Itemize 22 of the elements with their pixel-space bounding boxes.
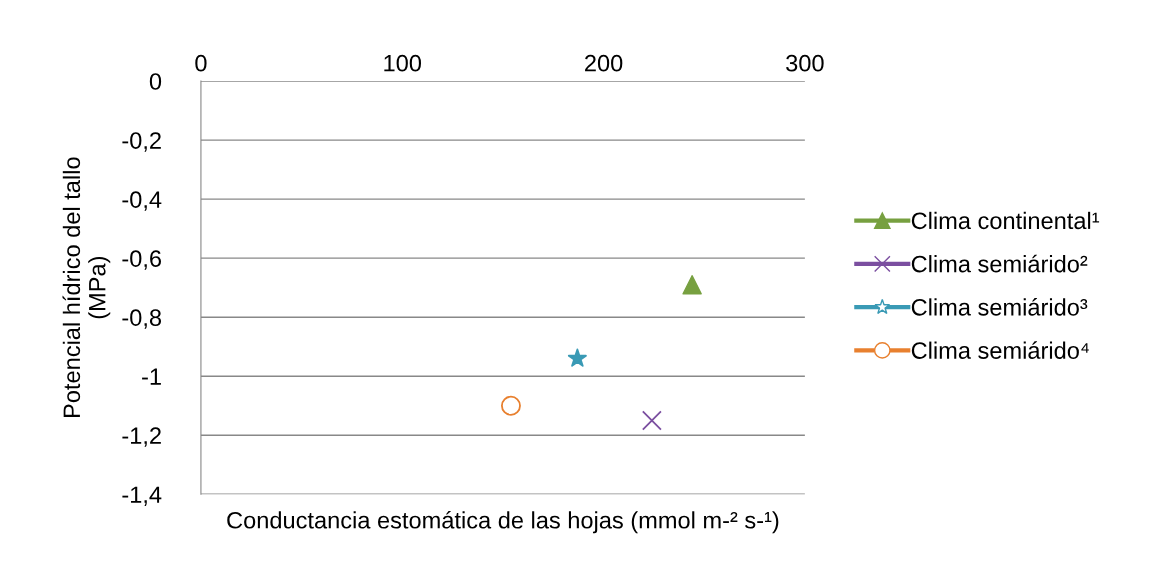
legend-label: Clima semiárido⁴ — [911, 341, 1089, 359]
x-tick-label: 0 — [195, 54, 207, 72]
y-tick-label: -0,4 — [122, 191, 162, 211]
point — [500, 395, 521, 416]
legend-label: Clima continental¹ — [911, 211, 1100, 230]
point — [567, 348, 587, 367]
y-tick-label: -1,4 — [122, 486, 162, 506]
y-tick-label: -0,2 — [122, 132, 161, 152]
point — [641, 410, 662, 431]
x-axis-title: Conductancia estomática de las hojas (mmol m-² s-¹) — [227, 510, 779, 534]
y-tick-label: -0,8 — [122, 309, 162, 329]
legend-label: Clima semiárido² — [911, 254, 1088, 273]
y-tick-label: -1,2 — [122, 427, 161, 447]
x-tick-label: 300 — [786, 54, 824, 72]
y-tick-label: 0 — [149, 73, 162, 90]
y-axis-title: Potencial hídrico del tallo (MPa) — [62, 157, 111, 417]
legend-label: Clima semiárido³ — [911, 298, 1088, 316]
x-tick-label: 100 — [384, 54, 422, 72]
x-tick-label: 200 — [585, 54, 623, 72]
y-tick-label: -0,6 — [122, 250, 161, 270]
y-tick-label: -1 — [142, 368, 161, 385]
point — [682, 274, 702, 295]
